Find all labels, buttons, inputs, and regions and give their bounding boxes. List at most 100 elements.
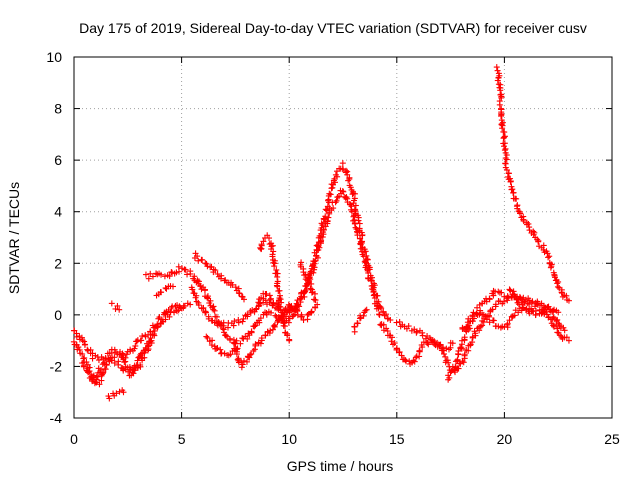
data-point — [233, 348, 240, 355]
data-point — [149, 273, 156, 280]
data-point — [267, 295, 274, 302]
y-tick-label: -4 — [50, 410, 63, 426]
data-point — [442, 353, 449, 360]
data-point — [549, 315, 556, 322]
data-point — [275, 315, 282, 322]
data-point — [297, 296, 304, 303]
data-point — [96, 381, 103, 388]
data-point — [211, 307, 218, 314]
data-point — [147, 328, 154, 335]
data-point — [294, 301, 301, 308]
data-point — [175, 307, 182, 314]
data-point — [461, 352, 468, 359]
data-point — [486, 319, 493, 326]
x-tick-label: 10 — [281, 431, 297, 447]
data-point — [100, 369, 107, 376]
data-point — [218, 322, 225, 329]
data-point — [175, 263, 182, 270]
data-point — [257, 340, 264, 347]
data-point — [469, 339, 476, 346]
data-point — [354, 320, 361, 327]
data-point — [416, 347, 423, 354]
data-point — [240, 315, 247, 322]
y-tick-label: 2 — [54, 255, 62, 271]
data-point — [376, 311, 383, 318]
data-point — [420, 339, 427, 346]
x-tick-label: 20 — [497, 431, 513, 447]
data-point — [360, 253, 367, 260]
data-point — [477, 323, 484, 330]
data-point — [333, 197, 340, 204]
data-point — [460, 359, 467, 366]
data-point — [130, 370, 137, 377]
data-point — [181, 302, 188, 309]
data-point — [270, 322, 277, 329]
data-point — [347, 184, 354, 191]
data-point — [82, 341, 89, 348]
data-point — [506, 317, 513, 324]
data-point — [192, 250, 199, 257]
data-point — [303, 286, 310, 293]
data-point — [111, 354, 118, 361]
data-point — [535, 238, 542, 245]
data-point — [546, 253, 553, 260]
data-point — [340, 166, 347, 173]
data-point — [166, 313, 173, 320]
data-point — [248, 328, 255, 335]
data-point — [486, 295, 493, 302]
data-point — [357, 235, 364, 242]
data-point — [108, 300, 115, 307]
data-point — [195, 302, 202, 309]
data-point — [274, 305, 281, 312]
data-point — [284, 332, 291, 339]
data-point — [251, 323, 258, 330]
y-tick-label: 8 — [54, 101, 62, 117]
data-point — [138, 337, 145, 344]
data-point — [492, 303, 499, 310]
data-point — [547, 264, 554, 271]
data-point — [131, 345, 138, 352]
data-point — [308, 309, 315, 316]
data-point — [272, 312, 279, 319]
data-point — [554, 283, 561, 290]
data-point — [274, 273, 281, 280]
data-point — [431, 338, 438, 345]
data-point — [192, 294, 199, 301]
data-point — [406, 358, 413, 365]
data-point — [412, 354, 419, 361]
data-point — [507, 178, 514, 185]
data-point — [79, 351, 86, 358]
data-point — [162, 316, 169, 323]
data-point — [208, 342, 215, 349]
data-point — [504, 321, 511, 328]
data-point — [202, 260, 209, 267]
data-point — [132, 342, 139, 349]
data-point — [139, 333, 146, 340]
data-point — [443, 345, 450, 352]
data-point — [187, 301, 194, 308]
data-point — [477, 307, 484, 314]
data-point — [142, 344, 149, 351]
data-point — [455, 347, 462, 354]
data-point — [255, 299, 262, 306]
data-point — [260, 295, 267, 302]
data-point — [501, 140, 508, 147]
data-point — [227, 351, 234, 358]
data-point — [536, 243, 543, 250]
data-point — [413, 328, 420, 335]
chart-title: Day 175 of 2019, Sidereal Day-to-day VTE… — [79, 20, 587, 36]
data-point — [247, 351, 254, 358]
data-point — [73, 333, 80, 340]
x-tick-label: 25 — [604, 431, 620, 447]
data-point — [123, 351, 130, 358]
data-point — [120, 389, 127, 396]
data-point — [467, 317, 474, 324]
data-point — [480, 311, 487, 318]
data-point — [380, 321, 387, 328]
data-points — [70, 64, 572, 402]
data-point — [189, 286, 196, 293]
data-point — [274, 283, 281, 290]
data-point — [300, 317, 307, 324]
data-point — [244, 335, 251, 342]
data-point — [269, 242, 276, 249]
